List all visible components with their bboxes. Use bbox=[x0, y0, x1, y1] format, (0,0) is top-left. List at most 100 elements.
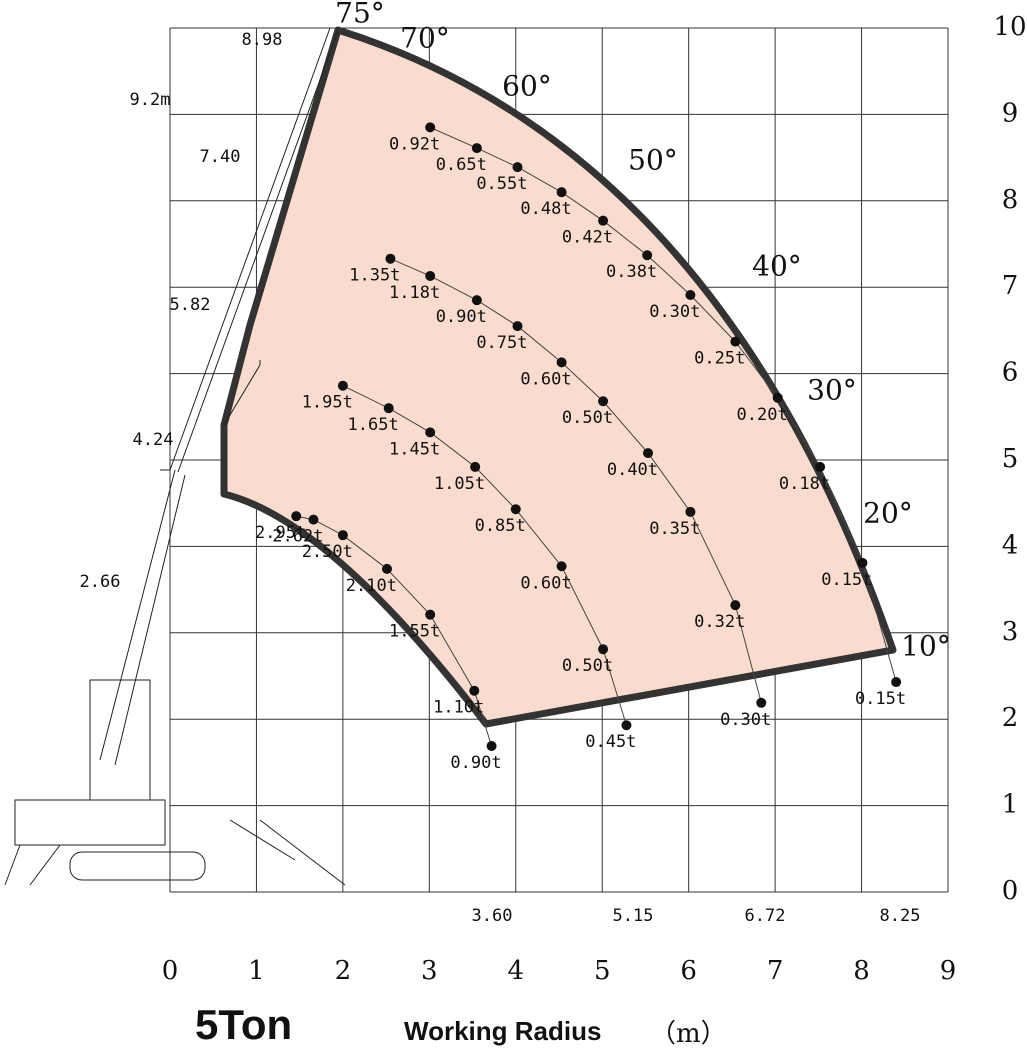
radius-label: 8.25 bbox=[880, 906, 921, 926]
angle-label: 75° bbox=[335, 0, 385, 30]
x-tick-label: 2 bbox=[335, 956, 352, 986]
load-label: 0.55t bbox=[476, 174, 527, 194]
x-tick-label: 4 bbox=[508, 956, 525, 986]
y-tick-label: 10 bbox=[993, 12, 1026, 42]
load-point bbox=[471, 295, 482, 306]
x-tick-label: 6 bbox=[680, 956, 697, 986]
y-tick-label: 6 bbox=[1002, 358, 1019, 388]
load-point bbox=[815, 461, 826, 472]
load-point bbox=[383, 403, 394, 414]
load-point bbox=[685, 289, 696, 300]
work-envelope bbox=[220, 26, 897, 728]
load-label: 0.65t bbox=[436, 155, 487, 175]
y-tick-label: 0 bbox=[1002, 876, 1019, 906]
load-label: 0.60t bbox=[520, 573, 571, 593]
chart-title: 5Ton bbox=[195, 1001, 292, 1048]
load-point bbox=[556, 357, 567, 368]
load-label: 0.92t bbox=[389, 134, 440, 154]
load-label: 0.30t bbox=[649, 302, 700, 322]
x-tick-label: 1 bbox=[248, 956, 265, 986]
load-point bbox=[470, 461, 481, 472]
load-label: 0.20t bbox=[737, 405, 788, 425]
load-point bbox=[857, 557, 868, 568]
load-point bbox=[425, 609, 436, 620]
angle-label: 70° bbox=[400, 22, 450, 55]
load-point bbox=[643, 448, 654, 459]
load-point bbox=[512, 321, 523, 332]
boom-arc bbox=[390, 258, 762, 703]
load-label: 0.45t bbox=[585, 732, 636, 752]
load-point bbox=[621, 720, 632, 731]
load-label: 1.10t bbox=[433, 698, 484, 718]
load-point bbox=[772, 392, 783, 403]
load-label: 1.55t bbox=[389, 622, 440, 642]
angle-label: 10° bbox=[901, 630, 951, 663]
load-label: 0.30t bbox=[720, 710, 771, 730]
x-tick-label: 7 bbox=[767, 956, 784, 986]
x-tick-label: 3 bbox=[421, 956, 438, 986]
load-label: 0.32t bbox=[694, 612, 745, 632]
load-label: 2.10t bbox=[346, 576, 397, 596]
load-point bbox=[756, 697, 767, 708]
load-label: 0.35t bbox=[649, 519, 700, 539]
load-point bbox=[598, 396, 609, 407]
load-label: 0.48t bbox=[520, 199, 571, 219]
boom-length-label: 2.66 bbox=[80, 572, 121, 592]
load-point bbox=[308, 514, 319, 525]
load-point bbox=[425, 270, 436, 281]
load-label: 2.95t bbox=[255, 523, 306, 543]
load-point bbox=[891, 677, 902, 688]
y-tick-label: 1 bbox=[1002, 790, 1019, 820]
boom-length-label: 7.40 bbox=[200, 147, 241, 167]
y-tick-label: 4 bbox=[1002, 530, 1019, 560]
load-label: 0.18t bbox=[779, 474, 830, 494]
y-tick-label: 2 bbox=[1002, 703, 1019, 733]
radius-label: 3.60 bbox=[472, 906, 513, 926]
radius-label: 6.72 bbox=[745, 906, 786, 926]
load-label: 0.15t bbox=[821, 570, 872, 590]
load-label: 0.15t bbox=[855, 689, 906, 709]
boom-length-label: 5.82 bbox=[170, 295, 211, 315]
angle-label: 30° bbox=[807, 374, 857, 407]
boom-length-label: 4.24 bbox=[133, 430, 174, 450]
radius-label: 5.15 bbox=[613, 906, 654, 926]
x-tick-label: 9 bbox=[940, 956, 957, 986]
load-point bbox=[556, 187, 567, 198]
angle-label: 20° bbox=[863, 497, 913, 530]
load-label: 1.65t bbox=[348, 415, 399, 435]
load-point bbox=[425, 122, 436, 133]
load-point bbox=[337, 530, 348, 541]
load-point bbox=[510, 504, 521, 515]
load-label: 1.95t bbox=[302, 393, 353, 413]
y-tick-label: 9 bbox=[1002, 98, 1019, 128]
load-label: 2.50t bbox=[302, 542, 353, 562]
boom-length-label: 9.2m bbox=[130, 90, 171, 110]
load-label: 0.38t bbox=[606, 262, 657, 282]
load-point bbox=[512, 162, 523, 173]
x-axis-unit: （m） bbox=[650, 1019, 727, 1049]
load-label: 1.18t bbox=[389, 283, 440, 303]
load-point bbox=[730, 600, 741, 611]
y-tick-label: 3 bbox=[1002, 617, 1019, 647]
load-point bbox=[385, 253, 396, 264]
load-label: 0.90t bbox=[436, 307, 487, 327]
load-point bbox=[425, 427, 436, 438]
load-point bbox=[291, 511, 302, 522]
y-tick-label: 7 bbox=[1002, 271, 1019, 301]
crane-drawing bbox=[4, 27, 346, 886]
load-point bbox=[469, 685, 480, 696]
load-label: 0.50t bbox=[562, 656, 613, 676]
load-label: 0.25t bbox=[694, 349, 745, 369]
load-point bbox=[337, 380, 348, 391]
boom-arc bbox=[342, 385, 627, 726]
angle-label: 50° bbox=[628, 144, 678, 177]
load-point bbox=[486, 740, 497, 751]
load-label: 0.85t bbox=[475, 516, 526, 536]
load-point bbox=[556, 561, 567, 572]
load-label: 0.60t bbox=[520, 369, 571, 389]
x-tick-label: 5 bbox=[594, 956, 611, 986]
x-axis-label: Working Radius bbox=[404, 1016, 601, 1046]
load-label: 2.62t bbox=[272, 527, 323, 547]
x-tick-label: 0 bbox=[162, 956, 179, 986]
